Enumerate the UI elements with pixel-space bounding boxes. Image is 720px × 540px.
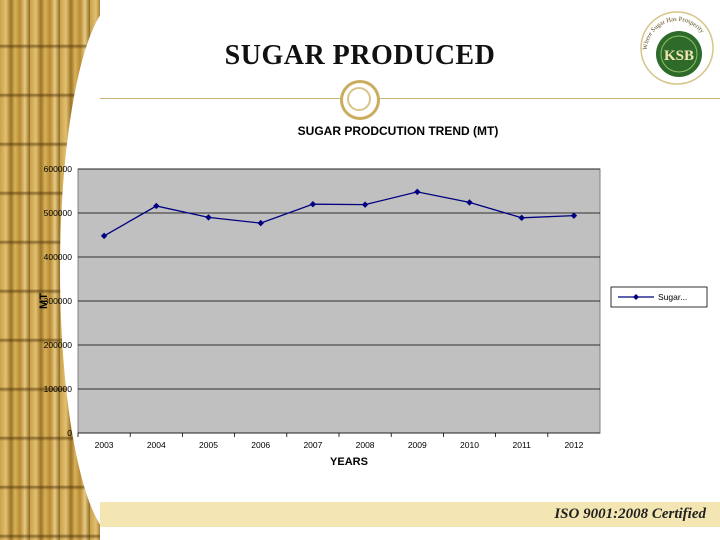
x-tick-label: 2005	[199, 440, 218, 450]
y-tick-label: 400000	[44, 252, 73, 262]
x-axis-ticks: 2003 2004 2005 2006 2007 2008 2009 2010 2011 2012	[77, 433, 584, 450]
data-point	[309, 201, 317, 208]
y-axis-title: MT	[38, 293, 50, 309]
footer-band	[100, 502, 720, 527]
data-point	[153, 202, 160, 210]
data-point	[100, 232, 108, 240]
legend-label: Sugar...	[658, 292, 687, 302]
series-markers	[100, 188, 578, 240]
x-tick-label: 2009	[408, 440, 427, 450]
ksb-logo: Where Sugar Has Prosperity KSB	[640, 11, 714, 85]
data-point	[205, 214, 212, 221]
data-point	[361, 201, 369, 208]
data-point	[518, 214, 525, 222]
x-tick-label: 2006	[251, 440, 270, 450]
data-point	[414, 188, 421, 196]
x-tick-label: 2004	[147, 440, 166, 450]
x-tick-label: 2003	[95, 440, 114, 450]
y-tick-label: 500000	[44, 208, 73, 218]
x-tick-label: 2008	[356, 440, 375, 450]
y-tick-label: 100000	[44, 384, 73, 394]
ring-ornament-icon	[340, 80, 380, 120]
page-title: SUGAR PRODUCED	[224, 40, 496, 71]
data-point	[257, 219, 264, 227]
data-point	[466, 199, 473, 206]
series-line	[103, 191, 574, 237]
logo-text: KSB	[664, 48, 694, 64]
title-divider	[100, 98, 720, 99]
y-axis-ticks: 0 100000 200000 300000 400000 500000 600000	[44, 164, 73, 438]
footer-certification: ISO 9001:2008 Certified	[554, 506, 706, 522]
x-tick-label: 2012	[564, 440, 583, 450]
y-tick-label: 0	[67, 428, 72, 438]
x-axis-title: YEARS	[330, 456, 368, 468]
x-tick-label: 2007	[303, 440, 322, 450]
x-tick-label: 2011	[513, 440, 532, 450]
y-tick-label: 600000	[44, 164, 73, 174]
y-tick-label: 300000	[44, 296, 73, 306]
legend: Sugar...	[610, 286, 708, 308]
chart-title: SUGAR PRODCUTION TREND (MT)	[298, 124, 499, 138]
data-point	[570, 212, 578, 219]
y-tick-label: 200000	[44, 340, 73, 350]
x-tick-label: 2010	[460, 440, 479, 450]
legend-marker-icon	[633, 294, 639, 300]
